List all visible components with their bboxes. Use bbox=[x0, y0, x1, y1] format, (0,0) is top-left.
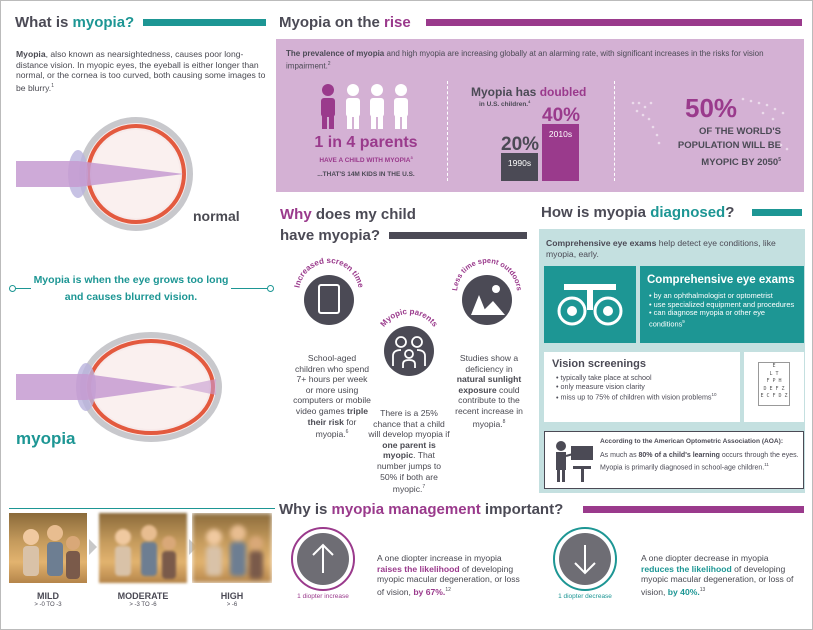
myopic-parents-title: Myopic parents bbox=[379, 307, 440, 329]
level-high-range: > -6 bbox=[226, 602, 238, 608]
eye-chart-box: E L T F P H D E F Z E C F D Z bbox=[744, 352, 804, 422]
what-title-bar bbox=[143, 19, 266, 26]
callout-dot-right bbox=[267, 285, 274, 292]
increase-text: A one diopter increase in myopia raises … bbox=[377, 553, 520, 597]
mgmt-title-bar bbox=[583, 506, 804, 513]
why-title-bar bbox=[389, 232, 527, 239]
aoa-title: According to the American Optometric Ass… bbox=[600, 438, 784, 445]
teacher-icon bbox=[556, 441, 593, 482]
myopic-parents-badge: Myopic parents bbox=[379, 307, 440, 376]
arrow-1 bbox=[89, 539, 97, 555]
diag-intro: Comprehensive eye exams help detect eye … bbox=[546, 238, 776, 259]
rise-panel bbox=[276, 39, 804, 192]
vs-list: typically take place at school only meas… bbox=[556, 373, 736, 402]
myopic-parents-text: There is a 25% chance that a child will … bbox=[368, 408, 450, 495]
parents-sub: HAVE A CHILD WITH MYOPIA3 bbox=[319, 155, 413, 165]
aoa-text: As much as 80% of a child's learning occ… bbox=[600, 452, 799, 471]
bar-1990s: 1990s bbox=[501, 153, 538, 181]
bar-2010s: 2010s bbox=[542, 124, 579, 181]
increase-label: 1 diopter increase bbox=[297, 593, 349, 600]
exam-item: by an ophthalmologist or optometrist bbox=[649, 291, 800, 301]
diag-title-bar bbox=[752, 209, 802, 216]
parents-kids: ...THAT'S 14M KIDS IN THE U.S. bbox=[317, 171, 415, 178]
screen-time-text: School-aged children who spend 7+ hours … bbox=[293, 353, 371, 440]
world-pct: 50% bbox=[685, 93, 738, 123]
children-photo-mild bbox=[9, 513, 87, 583]
normal-label: normal bbox=[193, 208, 240, 224]
vs-card: Vision screenings typically take place a… bbox=[544, 352, 740, 422]
myopic-eye-diagram bbox=[16, 332, 222, 442]
vs-title: Vision screenings bbox=[552, 358, 646, 370]
world-text: OF THE WORLD'S POPULATION WILL BE MYOPIC… bbox=[677, 126, 781, 169]
children-figures bbox=[23, 525, 80, 579]
bar-2010s-value: 40% bbox=[542, 105, 581, 126]
exam-item: use specialized equipment and procedures bbox=[649, 300, 800, 310]
doubled-sub: in U.S. children.4 bbox=[479, 99, 531, 109]
screen-time-badge: Increased screen time bbox=[293, 256, 366, 325]
exam-title: Comprehensive eye exams bbox=[647, 274, 795, 286]
exam-icon-box bbox=[544, 266, 636, 343]
phoropter-icon bbox=[557, 284, 623, 326]
callout-dot-left bbox=[9, 285, 16, 292]
diag-title: How is myopia diagnosed? bbox=[541, 204, 735, 221]
children-figures bbox=[206, 525, 263, 579]
decrease-text: A one diopter decrease in myopia reduces… bbox=[641, 553, 794, 597]
decrease-label: 1 diopter decrease bbox=[558, 593, 612, 600]
rise-intro: The prevalence of myopia and high myopia… bbox=[286, 49, 764, 71]
exam-list: by an ophthalmologist or optometrist use… bbox=[649, 291, 800, 329]
outdoors-text: Studies show a deficiency in natural sun… bbox=[455, 353, 523, 429]
what-title: What is myopia? bbox=[15, 14, 135, 31]
parents-people-icons bbox=[321, 84, 408, 129]
children-photo-moderate bbox=[99, 513, 187, 583]
vs-item: typically take place at school bbox=[556, 373, 736, 383]
myopia-label: myopia bbox=[16, 429, 76, 448]
aoa-card: According to the American Optometric Ass… bbox=[544, 431, 804, 489]
level-mild: MILD bbox=[37, 591, 59, 601]
what-paragraph: Myopia, also known as nearsightedness, c… bbox=[16, 49, 266, 93]
rise-title-bar bbox=[426, 19, 802, 26]
rise-divider-1 bbox=[447, 81, 448, 181]
level-moderate-range: > -3 TO -6 bbox=[129, 602, 157, 608]
bar-1990s-value: 20% bbox=[501, 134, 540, 155]
callout-text: Myopia is when the eye grows too long an… bbox=[31, 272, 231, 306]
svg-text:Myopic parents: Myopic parents bbox=[379, 307, 440, 329]
rise-title: Myopia on the rise bbox=[279, 14, 411, 31]
eye-chart: E L T F P H D E F Z E C F D Z bbox=[758, 362, 790, 406]
why-title: Why does my child have myopia? bbox=[280, 206, 416, 244]
vs-item: miss up to 75% of children with vision p… bbox=[556, 391, 736, 402]
arrow-up-icon bbox=[291, 527, 355, 591]
level-moderate: MODERATE bbox=[117, 591, 169, 601]
parents-stat: 1 in 4 parents bbox=[314, 134, 418, 151]
normal-eye-diagram bbox=[16, 117, 193, 231]
outdoors-badge: Less time spent outdoors bbox=[450, 256, 524, 325]
children-figures bbox=[115, 525, 176, 579]
mgmt-left-rule bbox=[9, 508, 275, 509]
rise-divider-2 bbox=[614, 81, 615, 181]
level-mild-range: > -0 TO -3 bbox=[34, 602, 62, 608]
vs-item: only measure vision clarity bbox=[556, 382, 736, 392]
exam-item: can diagnose myopia or other eye conditi… bbox=[649, 308, 800, 329]
level-high: HIGH bbox=[220, 591, 244, 601]
exam-card: Comprehensive eye exams by an ophthalmol… bbox=[640, 266, 804, 343]
children-photo-high bbox=[192, 513, 272, 583]
world-map-dots bbox=[631, 97, 789, 151]
mgmt-title: Why is myopia management important? bbox=[279, 501, 564, 518]
arrow-down-icon bbox=[553, 527, 617, 591]
doubled-title: Myopia has doubled bbox=[471, 85, 587, 99]
